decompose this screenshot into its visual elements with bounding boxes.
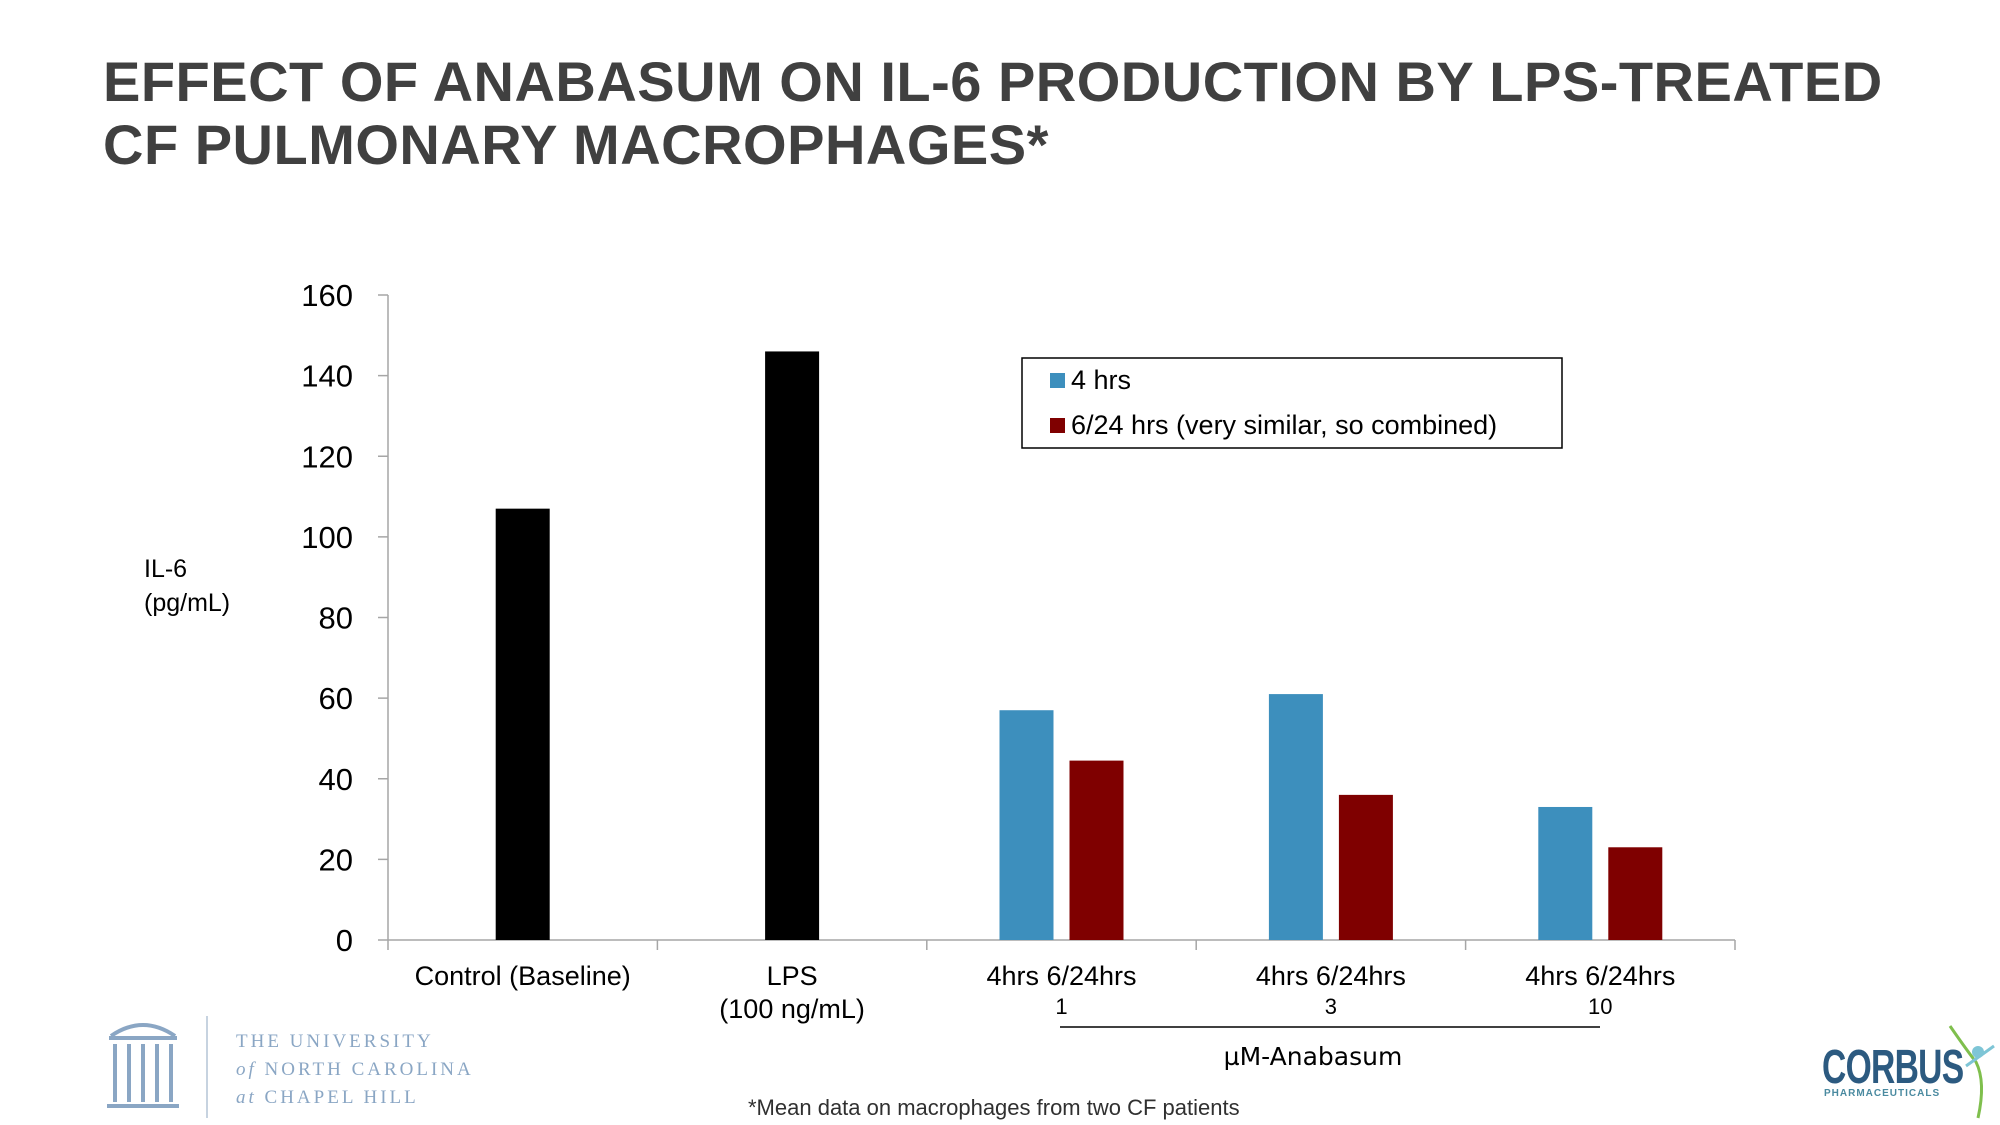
- y-axis-label-line2: (pg/mL): [144, 589, 230, 617]
- dose-label: 3: [1325, 994, 1337, 1019]
- x-category-label: 4hrs 6/24hrs: [986, 961, 1136, 991]
- x-category-sublabel: (100 ng/mL): [719, 994, 865, 1024]
- unc-line3-italic: at: [236, 1087, 257, 1108]
- unc-line3-text: CHAPEL HILL: [264, 1087, 419, 1108]
- bar-baseline: [765, 351, 820, 940]
- corbus-logo-subtitle: PHARMACEUTICALS: [1824, 1088, 1941, 1099]
- bar-baseline: [495, 508, 550, 940]
- bar-4-hrs: [999, 710, 1054, 940]
- dose-label: 10: [1588, 994, 1612, 1019]
- corbus-logo-name: CORBUS: [1822, 1041, 1964, 1094]
- x-category-label: Control (Baseline): [415, 961, 631, 991]
- legend-label: 4 hrs: [1071, 365, 1131, 395]
- footnote: *Mean data on macrophages from two CF pa…: [748, 1095, 1240, 1120]
- unc-line1: THE UNIVERSITY: [236, 1031, 434, 1052]
- slide-title-line1: EFFECT OF ANABASUM ON IL-6 PRODUCTION BY…: [103, 50, 1883, 113]
- slide-title-line2: CF PULMONARY MACROPHAGES*: [103, 113, 1049, 176]
- slide-title: EFFECT OF ANABASUM ON IL-6 PRODUCTION BY…: [103, 50, 1983, 176]
- group-axis-label: µM-Anabasum: [1224, 1042, 1403, 1071]
- unc-wordmark: THE UNIVERSITY of NORTH CAROLINA at CHAP…: [236, 1028, 474, 1112]
- y-tick-label: 120: [301, 439, 353, 474]
- y-tick-label: 40: [319, 762, 353, 797]
- bar-4-hrs: [1268, 694, 1323, 940]
- y-tick-label: 0: [336, 923, 353, 958]
- x-category-label: 4hrs 6/24hrs: [1256, 961, 1406, 991]
- x-category-label: LPS: [767, 961, 818, 991]
- y-tick-label: 80: [319, 601, 353, 636]
- legend-box: [1021, 357, 1563, 449]
- x-category-label: 4hrs 6/24hrs: [1525, 961, 1675, 991]
- bar-6-24-hrs: [1338, 794, 1393, 940]
- bar-6-24-hrs: [1608, 847, 1663, 940]
- y-tick-label: 140: [301, 359, 353, 394]
- legend-swatch: [1050, 418, 1065, 433]
- y-tick-label: 160: [301, 278, 353, 313]
- bar-6-24-hrs: [1069, 760, 1124, 940]
- y-tick-label: 60: [319, 681, 353, 716]
- y-tick-label: 100: [301, 520, 353, 555]
- legend-swatch: [1050, 373, 1065, 388]
- unc-line2: of NORTH CAROLINA: [236, 1056, 474, 1084]
- il6-bar-chart: 0 20 40 60 80 100 120 140 160 IL-6 (pg/mL) Control …: [144, 278, 1736, 1071]
- bar-4-hrs: [1538, 806, 1593, 940]
- dose-label: 1: [1055, 994, 1067, 1019]
- y-tick-label: 20: [319, 842, 353, 877]
- corbus-figure-icon: [1948, 1025, 1995, 1119]
- y-axis-label-line1: IL-6: [144, 555, 187, 583]
- unc-old-well-logo: [107, 1016, 208, 1118]
- legend-label: 6/24 hrs (very similar, so combined): [1071, 410, 1497, 440]
- unc-line2-italic: of: [236, 1059, 257, 1080]
- unc-line2-text: NORTH CAROLINA: [264, 1059, 474, 1080]
- unc-line3: at CHAPEL HILL: [236, 1084, 474, 1112]
